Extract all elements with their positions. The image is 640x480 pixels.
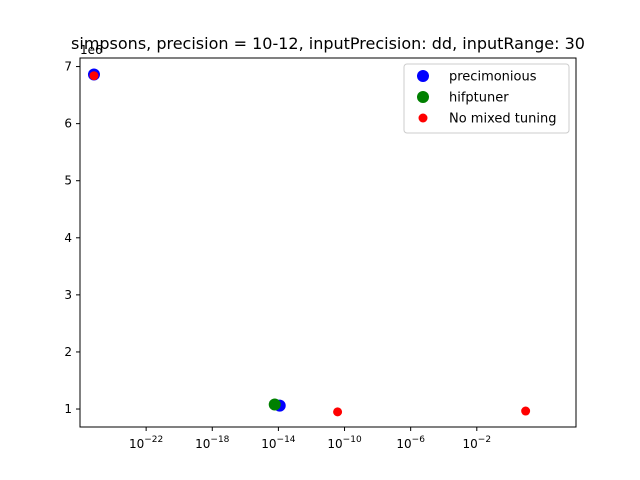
x-tick-label: 10−22 [129,435,163,451]
axes-frame [79,57,577,428]
point-hifptuner [268,398,281,411]
y-tick-label: 2 [64,345,72,359]
y-tick-label: 4 [64,231,72,245]
y-offset-label: 1e6 [80,43,103,57]
x-tick-label: 10−14 [261,435,296,451]
point-no-mixed-tuning [89,71,99,81]
y-tick-label: 3 [64,288,72,302]
legend-label-precimonious: precimonious [449,70,537,85]
legend: precimonious hifptuner No mixed tuning [403,63,570,134]
x-tick-label: 10−18 [195,435,230,451]
y-tick-label: 6 [64,117,72,131]
legend-frame [403,63,570,134]
x-tick-label: 10−10 [327,435,362,451]
point-no-mixed-tuning [333,407,343,417]
point-no-mixed-tuning [521,406,531,416]
x-tick-label: 10−2 [463,435,492,451]
y-tick-label: 1 [64,402,72,416]
chart-title: simpsons, precision = 10-12, inputPrecis… [71,34,585,53]
y-tick-label: 5 [64,174,72,188]
legend-label-hifptuner: hifptuner [449,91,509,106]
legend-marker-precimonious [417,70,429,82]
x-tick-label: 10−6 [396,435,425,451]
y-tick-label: 7 [64,60,72,74]
legend-marker-no-mixed-tuning [418,113,428,123]
legend-label-no-mixed-tuning: No mixed tuning [449,112,556,127]
legend-marker-hifptuner [417,91,429,103]
